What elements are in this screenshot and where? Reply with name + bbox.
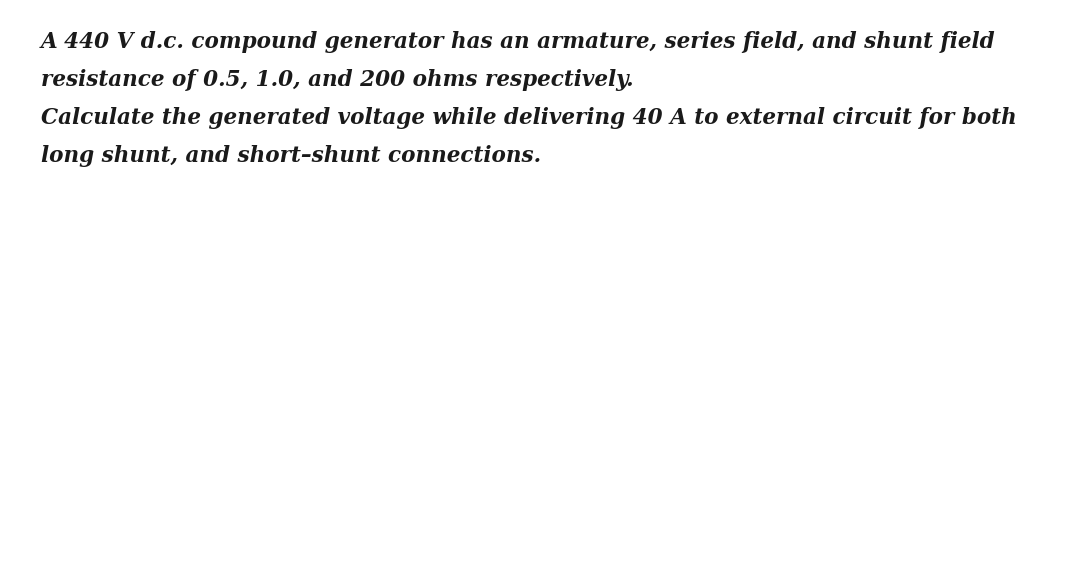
- Text: Calculate the generated voltage while delivering 40 A to external circuit for bo: Calculate the generated voltage while de…: [41, 107, 1016, 129]
- Text: long shunt, and short–shunt connections.: long shunt, and short–shunt connections.: [41, 145, 541, 167]
- Text: resistance of 0.5, 1.0, and 200 ohms respectively.: resistance of 0.5, 1.0, and 200 ohms res…: [41, 69, 634, 91]
- Text: A 440 V d.c. compound generator has an armature, series field, and shunt field: A 440 V d.c. compound generator has an a…: [41, 31, 996, 53]
